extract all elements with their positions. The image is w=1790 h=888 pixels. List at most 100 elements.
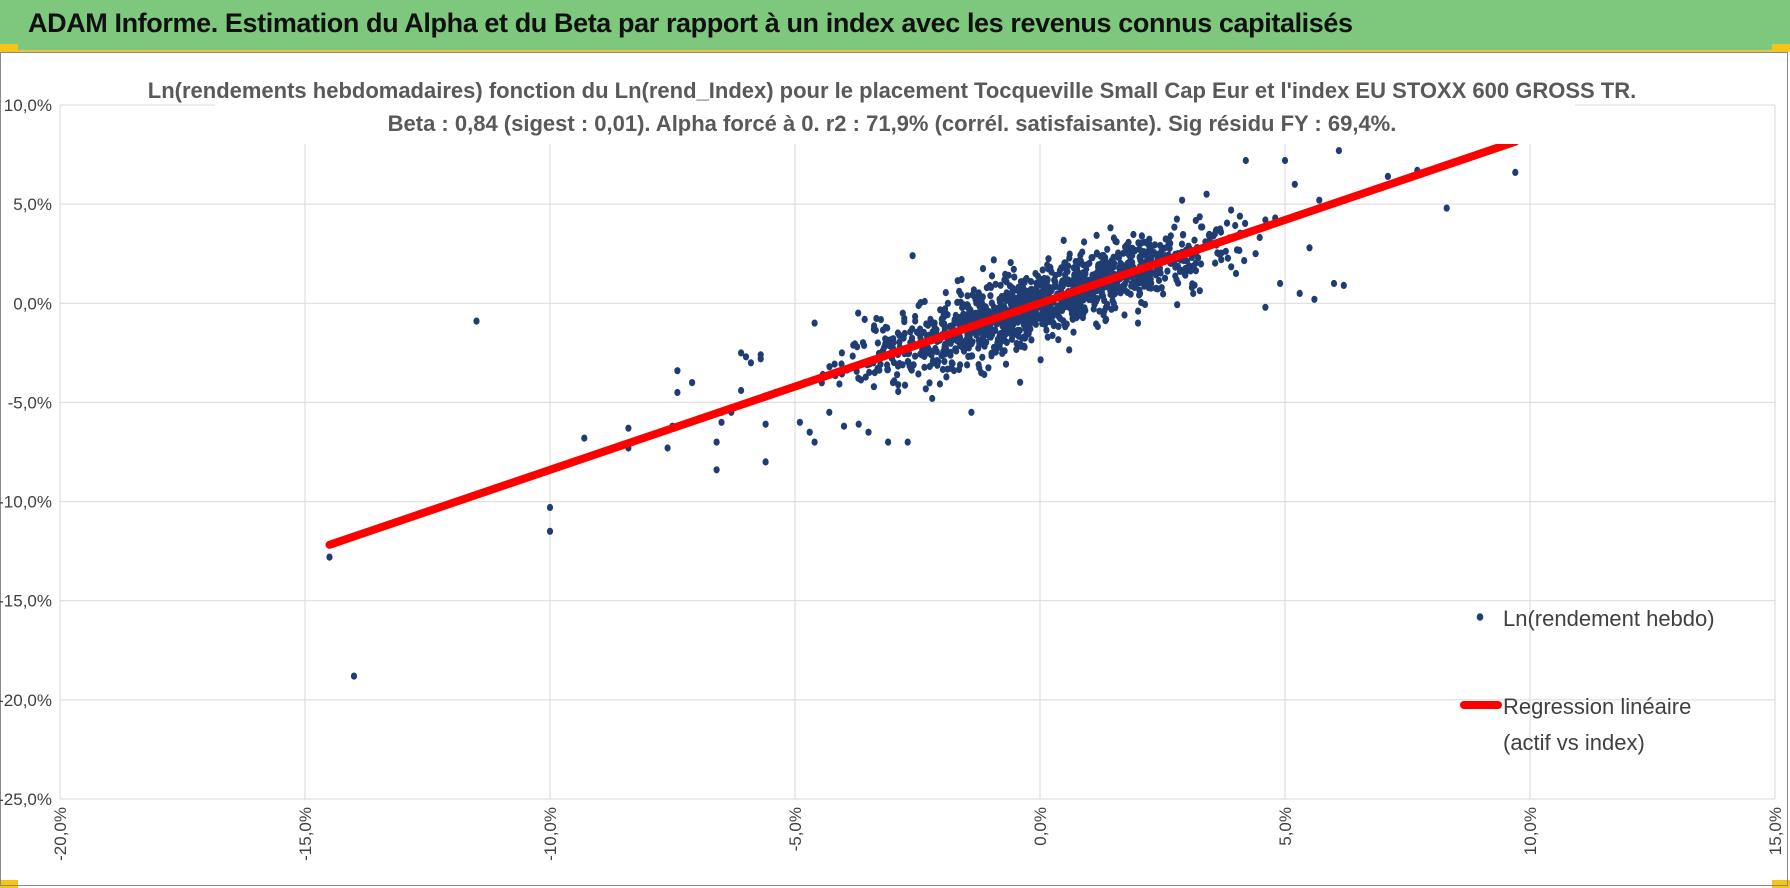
scatter-point — [975, 361, 982, 369]
scatter-point — [1055, 336, 1062, 344]
scatter-point — [1228, 263, 1235, 271]
report-title: ADAM Informe. Estimation du Alpha et du … — [28, 8, 1353, 38]
scatter-point — [944, 365, 951, 373]
legend: Ln(rendement hebdo) Regression linéaire (a… — [1460, 606, 1715, 755]
scatter-point — [908, 363, 915, 371]
scatter-point — [885, 438, 892, 446]
scatter-point — [1044, 333, 1051, 341]
scatter-point — [1091, 298, 1098, 306]
scatter-point — [1033, 284, 1040, 292]
scatter-point — [1007, 259, 1014, 267]
scatter-point — [689, 379, 696, 387]
scatter-point — [982, 330, 990, 338]
scatter-point — [1138, 232, 1145, 240]
scatter-point — [1211, 230, 1218, 238]
scatter-point — [996, 295, 1003, 303]
scatter-point — [1146, 243, 1153, 251]
scatter-point — [1174, 301, 1181, 309]
scatter-point — [879, 326, 887, 334]
scatter-point — [1192, 259, 1199, 267]
scatter-point — [1021, 312, 1028, 320]
scatter-point — [977, 340, 984, 348]
scatter-point — [1039, 306, 1046, 314]
scatter-point — [1113, 238, 1120, 246]
scatter-point — [1048, 287, 1055, 295]
scatter-point — [625, 424, 632, 432]
scatter-point — [884, 366, 891, 374]
scatter-point — [941, 325, 948, 333]
scatter-point — [1151, 241, 1158, 249]
scatter-point — [921, 363, 928, 371]
y-tick-label: 10,0% — [4, 96, 52, 115]
regression-line — [325, 137, 1520, 549]
scatter-point — [901, 381, 909, 389]
scatter-point — [1228, 206, 1235, 214]
scatter-point — [953, 347, 960, 355]
scatter-point — [1335, 147, 1342, 155]
scatter-point — [546, 503, 554, 512]
scatter-point — [1104, 265, 1111, 273]
scatter-points — [326, 147, 1519, 680]
title-banner: ADAM Informe. Estimation du Alpha et du … — [0, 0, 1790, 52]
scatter-point — [1104, 245, 1111, 253]
y-tick-label: -20,0% — [0, 691, 52, 710]
scatter-point — [762, 458, 769, 466]
scatter-point — [862, 373, 869, 381]
scatter-point — [1107, 224, 1114, 232]
scatter-point — [1125, 238, 1132, 246]
scatter-point — [981, 370, 988, 379]
scatter-point — [1128, 282, 1135, 290]
scatter-point — [947, 351, 954, 359]
scatter-point — [664, 444, 671, 452]
scatter-point — [954, 277, 961, 285]
scatter-point — [922, 385, 929, 393]
gridlines — [59, 104, 1776, 800]
scatter-point — [1040, 282, 1047, 290]
scatter-point — [976, 302, 983, 310]
y-tick-label: -15,0% — [0, 592, 52, 611]
x-tick-label: 10,0% — [1521, 807, 1540, 855]
scatter-point — [1074, 313, 1081, 321]
scatter-point — [1102, 317, 1109, 325]
chart-subtitle: Beta : 0,84 (sigest : 0,01). Alpha forcé… — [388, 111, 1397, 136]
scatter-point — [985, 364, 992, 372]
title-background — [215, 72, 1575, 144]
scatter-point — [1187, 267, 1194, 275]
scatter-point — [1077, 270, 1084, 278]
scatter-point — [923, 320, 930, 328]
scatter-point — [836, 380, 843, 388]
scatter-point — [1146, 235, 1153, 243]
scatter-point — [1093, 231, 1100, 239]
scatter-point — [1203, 190, 1210, 198]
scatter-point — [1066, 346, 1073, 354]
scatter-point — [1010, 265, 1017, 273]
scatter-point — [964, 361, 971, 369]
scatter-point — [1112, 304, 1119, 312]
scatter-point — [1049, 331, 1056, 340]
scatter-point — [988, 272, 996, 280]
scatter-point — [1218, 256, 1225, 264]
scatter-point — [1121, 311, 1128, 319]
scatter-point — [1236, 212, 1243, 220]
scatter-point — [929, 319, 937, 327]
scatter-point — [1001, 276, 1008, 284]
scatter-point — [1021, 296, 1028, 304]
scatter-point — [1110, 263, 1117, 271]
legend-point-marker — [1476, 613, 1484, 621]
scatter-point — [936, 380, 944, 388]
x-tick-label: 15,0% — [1766, 807, 1785, 855]
x-tick-label: -15,0% — [296, 807, 315, 861]
scatter-point — [874, 339, 882, 347]
scatter-point — [1097, 260, 1104, 268]
scatter-point — [1443, 204, 1450, 212]
x-tick-label: 5,0% — [1276, 807, 1295, 846]
scatter-point — [674, 367, 681, 375]
legend-label-regression: Regression linéaire — [1503, 694, 1691, 719]
scatter-point — [1146, 270, 1153, 279]
scatter-point — [909, 325, 916, 333]
scatter-point — [992, 280, 999, 288]
scatter-point — [1136, 291, 1143, 299]
scatter-point — [811, 438, 818, 446]
scatter-point — [870, 383, 878, 391]
scatter-point — [1242, 219, 1249, 227]
